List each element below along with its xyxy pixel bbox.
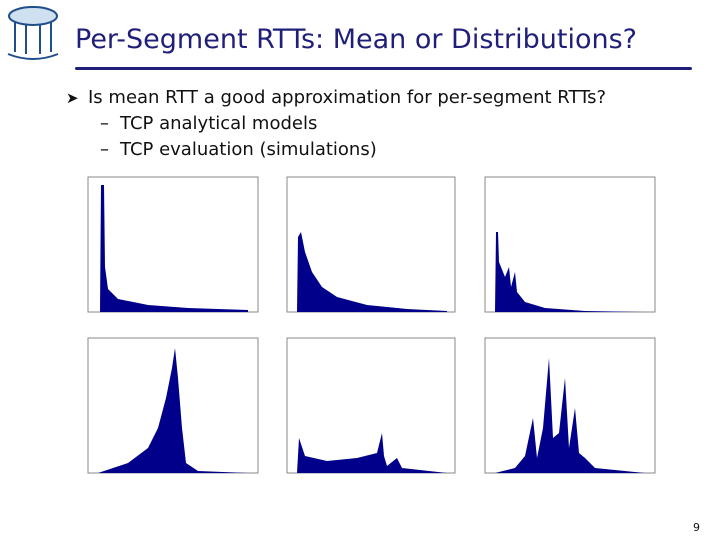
histogram-image <box>484 176 656 313</box>
histogram-image <box>87 176 259 313</box>
histogram-image <box>484 337 656 474</box>
dash: – <box>100 113 109 134</box>
histogram-image <box>286 337 456 474</box>
logo <box>7 6 59 60</box>
histogram-image <box>286 176 456 313</box>
slide-title: Per-Segment RTTs: Mean or Distributions? <box>75 24 637 55</box>
bullet-marker: ➤ <box>66 89 79 107</box>
dash: – <box>100 139 109 160</box>
histogram-image <box>87 337 259 474</box>
title-rule <box>75 67 692 70</box>
sub-bullet: TCP evaluation (simulations) <box>120 139 377 160</box>
page-number: 9 <box>693 521 700 534</box>
sub-bullet: TCP analytical models <box>120 113 318 134</box>
bullet: Is mean RTT a good approximation for per… <box>88 87 607 108</box>
